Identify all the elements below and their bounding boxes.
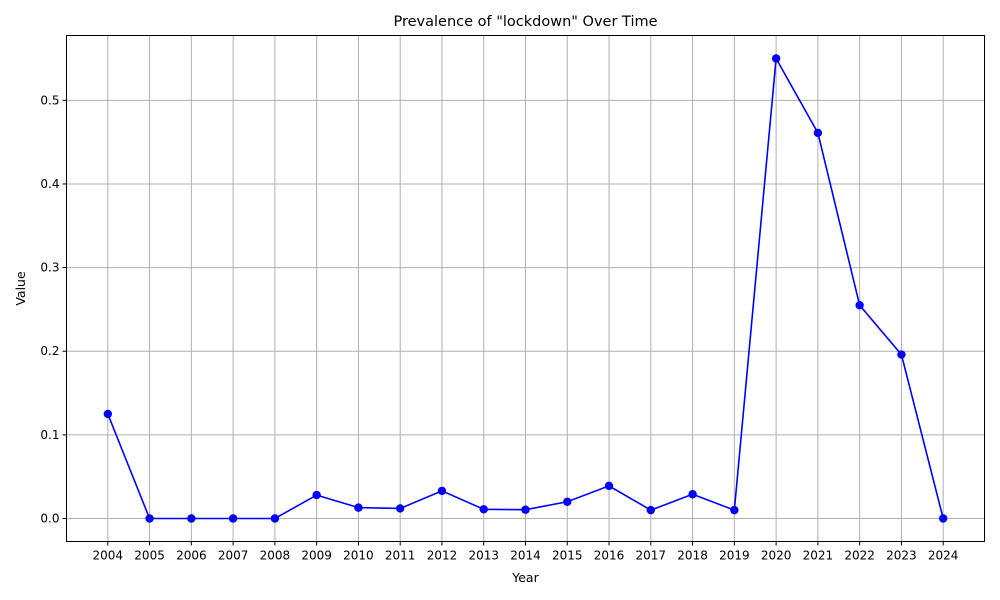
x-axis-label: Year [511, 570, 539, 585]
y-axis-label: Value [13, 271, 28, 306]
y-axis-ticks: 0.0 0.1 0.2 0.3 0.4 0.5 [40, 93, 67, 526]
x-tick-label: 2011 [385, 549, 416, 563]
x-tick-label: 2007 [218, 549, 249, 563]
chart-title: Prevalence of "lockdown" Over Time [393, 14, 657, 30]
x-tick-label: 2009 [301, 549, 332, 563]
data-point [312, 490, 321, 500]
y-tick-label: 0.4 [40, 177, 59, 191]
data-point [938, 514, 948, 523]
x-tick-label: 2006 [176, 549, 207, 563]
x-tick-label: 2018 [677, 549, 708, 563]
x-axis-ticks: 2004 2005 2006 2007 2008 2009 2010 2011 2012 2013… [93, 541, 959, 563]
data-point [813, 128, 823, 138]
data-point [145, 514, 154, 523]
data-point [855, 301, 864, 310]
x-tick-label: 2005 [134, 549, 165, 563]
x-tick-label: 2004 [93, 549, 124, 563]
data-point [437, 486, 447, 496]
data-point [395, 504, 405, 513]
data-point [646, 505, 656, 515]
data-point [688, 490, 697, 499]
data-point [604, 481, 614, 491]
data-point [103, 409, 113, 419]
y-tick-label: 0.0 [40, 512, 59, 526]
data-point [771, 54, 781, 63]
x-tick-label: 2015 [552, 549, 583, 563]
y-tick-label: 0.2 [40, 344, 59, 358]
x-tick-label: 2010 [343, 549, 374, 563]
x-tick-label: 2008 [260, 549, 291, 563]
data-point [563, 497, 572, 506]
data-point [730, 505, 739, 515]
data-point [479, 505, 488, 514]
x-tick-label: 2013 [468, 549, 499, 563]
x-tick-label: 2012 [427, 549, 458, 563]
data-point [187, 514, 196, 523]
grid-layer [66, 35, 985, 542]
y-tick-label: 0.5 [40, 93, 59, 107]
marker-layer [103, 54, 948, 523]
data-point [521, 505, 530, 514]
x-tick-label: 2020 [761, 549, 792, 563]
x-tick-label: 2024 [928, 549, 959, 563]
data-point [270, 514, 280, 523]
data-point [228, 514, 238, 523]
x-tick-label: 2017 [636, 549, 667, 563]
y-tick-label: 0.1 [40, 428, 59, 442]
y-tick-label: 0.3 [40, 261, 59, 275]
x-tick-label: 2021 [803, 549, 834, 563]
x-tick-label: 2019 [719, 549, 750, 563]
data-point [354, 503, 363, 512]
data-point [897, 350, 906, 359]
x-tick-label: 2022 [844, 549, 875, 563]
x-tick-label: 2014 [510, 549, 541, 563]
x-tick-label: 2016 [594, 549, 625, 563]
x-tick-label: 2023 [886, 549, 917, 563]
